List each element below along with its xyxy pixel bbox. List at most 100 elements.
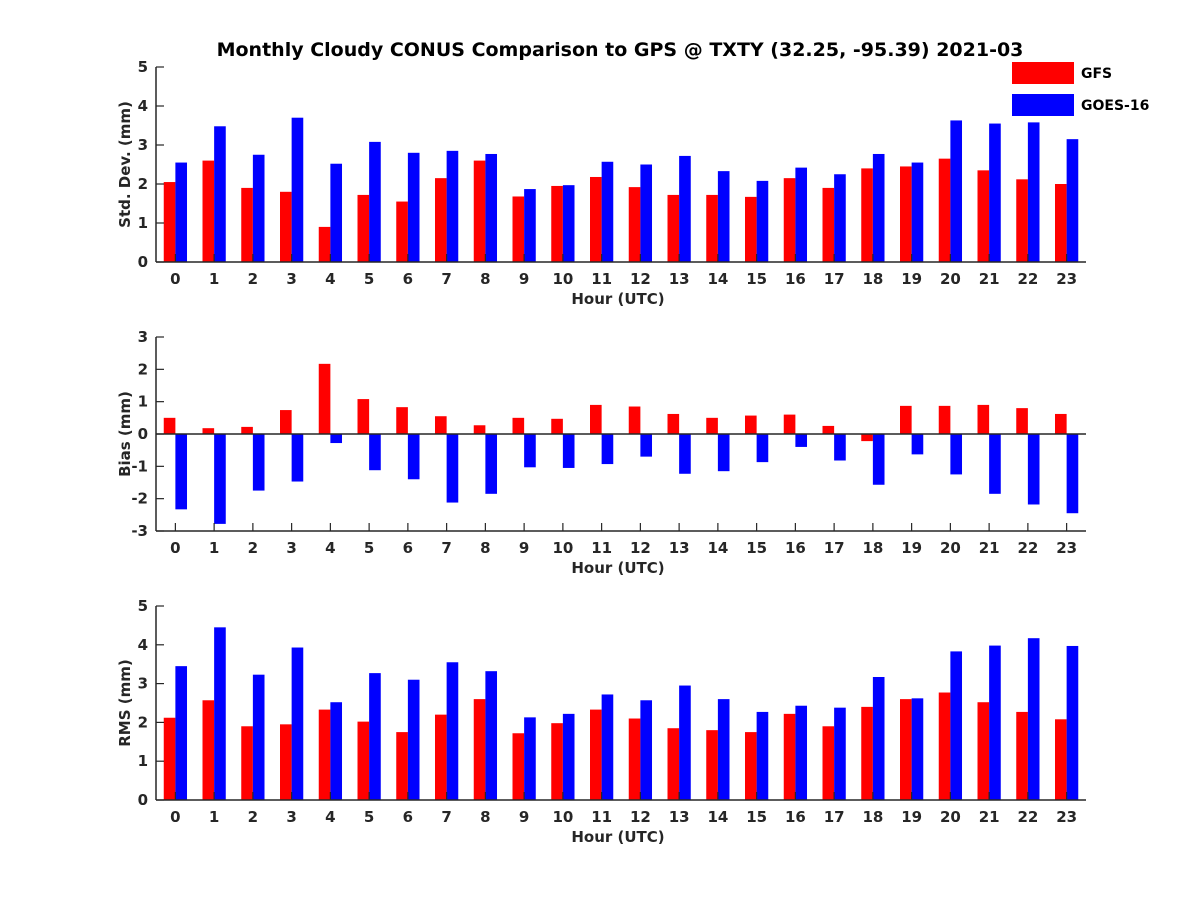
y-tick-label-bias-3: 3 [138,328,148,346]
x-tick-label-bias-16: 16 [785,539,806,557]
y-tick-label-bias--3: -3 [131,522,148,540]
bar-rms-gfs-hour-1 [202,700,215,800]
y-tick-label-std-2: 2 [138,175,148,193]
bar-bias-gfs-hour-16 [783,414,796,434]
bar-rms-goes16-hour-3 [291,647,304,800]
x-tick-label-std-1: 1 [209,270,219,288]
x-tick-label-rms-12: 12 [630,808,651,826]
y-tick-label-std-0: 0 [138,253,148,271]
bar-rms-goes16-hour-14 [717,699,730,800]
bar-std-gfs-hour-7 [435,178,447,262]
x-tick-label-bias-6: 6 [403,539,413,557]
y-axis-label-bias: Bias (mm) [116,391,134,477]
x-tick-label-bias-4: 4 [325,539,335,557]
bar-std-goes16-hour-13 [679,155,691,262]
bar-rms-goes16-hour-2 [252,674,265,800]
bar-std-goes16-hour-11 [601,161,614,262]
bar-rms-goes16-hour-4 [330,702,343,800]
bar-std-goes16-hour-5 [369,141,381,262]
bar-std-gfs-hour-16 [783,178,796,262]
legend-swatch-gfs [1012,62,1074,84]
bar-bias-gfs-hour-23 [1055,413,1067,434]
bar-std-goes16-hour-20 [950,120,963,263]
bar-std-goes16-hour-10 [562,185,575,262]
bar-rms-goes16-hour-1 [214,627,226,800]
bar-bias-goes16-hour-20 [950,434,963,475]
x-tick-label-std-23: 23 [1056,270,1077,288]
bar-std-gfs-hour-3 [280,191,292,262]
x-tick-label-std-0: 0 [170,270,180,288]
x-tick-label-rms-0: 0 [170,808,180,826]
bar-rms-gfs-hour-4 [318,709,331,800]
bar-std-goes16-hour-2 [252,154,265,262]
bar-std-goes16-hour-12 [640,164,653,262]
bar-bias-goes16-hour-23 [1066,434,1079,514]
bar-rms-goes16-hour-22 [1027,638,1040,800]
x-tick-label-bias-22: 22 [1017,539,1038,557]
bar-std-goes16-hour-17 [834,174,846,262]
x-tick-label-rms-13: 13 [669,808,690,826]
bar-rms-goes16-hour-20 [950,651,963,800]
x-tick-label-bias-13: 13 [669,539,690,557]
bar-std-gfs-hour-5 [357,194,370,262]
legend-label-goes16: GOES-16 [1081,98,1149,114]
bar-bias-goes16-hour-0 [175,434,188,510]
bar-bias-gfs-hour-14 [706,417,718,434]
bar-bias-gfs-hour-6 [396,407,408,434]
x-tick-label-rms-1: 1 [209,808,219,826]
x-tick-label-rms-9: 9 [519,808,529,826]
y-tick-label-rms-2: 2 [138,713,148,731]
bar-std-gfs-hour-9 [512,196,525,262]
bar-bias-gfs-hour-21 [977,404,990,434]
bar-bias-goes16-hour-2 [252,434,265,491]
y-tick-label-rms-0: 0 [138,791,148,809]
bar-bias-gfs-hour-4 [318,363,331,434]
bar-bias-gfs-hour-22 [1016,408,1028,434]
x-tick-label-std-4: 4 [325,270,335,288]
x-tick-label-bias-11: 11 [591,539,612,557]
y-tick-label-bias-1: 1 [138,393,148,411]
x-tick-label-bias-20: 20 [940,539,961,557]
bar-bias-goes16-hour-11 [601,434,614,465]
bar-rms-goes16-hour-9 [524,717,536,800]
bar-std-gfs-hour-0 [163,182,176,262]
bar-std-gfs-hour-21 [977,170,990,262]
bar-rms-goes16-hour-15 [756,711,769,800]
legend-swatch-goes16 [1012,94,1074,116]
x-tick-label-bias-15: 15 [746,539,767,557]
x-tick-label-bias-7: 7 [441,539,451,557]
bar-bias-gfs-hour-12 [628,406,641,434]
x-tick-label-std-15: 15 [746,270,767,288]
y-tick-label-bias-0: 0 [138,425,148,443]
x-tick-label-rms-23: 23 [1056,808,1077,826]
bar-std-gfs-hour-6 [396,201,408,262]
bar-rms-gfs-hour-6 [396,732,408,800]
x-tick-label-bias-0: 0 [170,539,180,557]
x-tick-label-bias-9: 9 [519,539,529,557]
bar-rms-gfs-hour-7 [435,714,447,800]
y-tick-label-rms-1: 1 [138,752,148,770]
y-tick-label-std-3: 3 [138,136,148,154]
bar-std-gfs-hour-20 [938,158,951,262]
x-tick-label-rms-14: 14 [707,808,728,826]
x-tick-label-rms-20: 20 [940,808,961,826]
bar-bias-goes16-hour-14 [717,434,730,472]
bar-bias-gfs-hour-0 [163,417,176,434]
bar-std-goes16-hour-3 [291,117,304,262]
x-tick-label-bias-14: 14 [707,539,728,557]
x-tick-label-bias-1: 1 [209,539,219,557]
bar-std-goes16-hour-16 [795,167,808,262]
x-tick-label-bias-8: 8 [480,539,490,557]
bar-bias-goes16-hour-8 [485,434,498,494]
x-tick-label-bias-2: 2 [248,539,258,557]
bar-bias-goes16-hour-6 [407,434,420,480]
x-tick-label-std-2: 2 [248,270,258,288]
bar-bias-goes16-hour-15 [756,434,769,463]
y-tick-label-rms-3: 3 [138,675,148,693]
bar-rms-goes16-hour-16 [795,705,808,800]
bar-bias-gfs-hour-8 [473,425,486,434]
bar-rms-gfs-hour-21 [977,702,990,800]
